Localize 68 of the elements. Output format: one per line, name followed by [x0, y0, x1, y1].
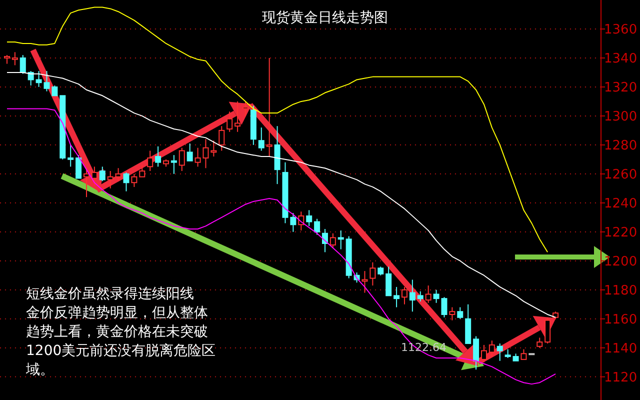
candlestick [449, 306, 456, 321]
candlestick [115, 168, 122, 182]
candlestick [480, 344, 487, 363]
candlestick [83, 168, 90, 198]
y-tick-label: 1220 [604, 225, 638, 240]
annotation: 域。 [25, 362, 54, 378]
candlestick [362, 270, 368, 294]
candlestick [226, 111, 233, 132]
candlestick [99, 166, 106, 182]
y-tick-label: 1280 [604, 138, 638, 154]
candlestick [330, 232, 336, 248]
annotation: 趋势上看，黄金价格在未突破 [26, 324, 208, 340]
candlestick [147, 150, 154, 172]
y-tick-label: 1320 [604, 80, 638, 96]
candlestick [258, 127, 264, 152]
candlestick [409, 279, 416, 312]
candlestick [155, 146, 162, 168]
candlestick [52, 85, 58, 96]
candlestick [520, 348, 527, 360]
candlestick [91, 166, 98, 186]
y-tick-label: 1300 [604, 109, 638, 124]
candlestick [139, 164, 146, 178]
candlestick [242, 100, 248, 116]
candlestick [425, 285, 432, 304]
candlestick [338, 230, 344, 250]
y-tick-label: 1260 [604, 167, 638, 182]
candlestick [170, 154, 177, 174]
candlestick [210, 140, 217, 158]
candlestick [68, 144, 74, 168]
candlestick [544, 316, 551, 344]
y-tick-label: 1120 [604, 370, 638, 386]
y-tick-label: 1160 [604, 312, 638, 328]
line-series [6, 108, 556, 385]
y-tick-label: 1360 [604, 22, 638, 38]
annotation: 短线金价虽然录得连续阳线 [26, 286, 194, 302]
annotation: 金价反弹趋势明显，但从整体 [26, 305, 208, 321]
candlestick [20, 54, 26, 74]
candlestick [401, 286, 408, 305]
candlestick [107, 170, 114, 189]
y-tick-label: 1140 [604, 341, 638, 356]
candlestick [290, 212, 296, 232]
candlestick [76, 154, 82, 179]
y-tick-label: 1340 [604, 52, 638, 67]
candlestick [178, 147, 185, 172]
candlestick [234, 100, 241, 132]
y-tick-label: 1240 [604, 196, 638, 212]
candlestick [496, 342, 503, 362]
candlestick [457, 306, 464, 320]
candlestick [186, 142, 193, 162]
candlestick [123, 172, 130, 192]
candlestick [536, 337, 543, 348]
line-series [6, 6, 548, 253]
annotation: 1200美元前还没有脱离危险区 [26, 343, 216, 359]
candlestick [394, 286, 400, 308]
candlestick [306, 210, 312, 227]
candlestick [386, 266, 392, 296]
candlestick [131, 173, 138, 188]
candlestick [370, 262, 376, 286]
y-tick-label: 1200 [604, 254, 638, 270]
candlestick [314, 218, 320, 236]
candlestick [417, 290, 424, 302]
candlestick [488, 340, 495, 358]
candlestick [12, 52, 18, 66]
candlestick [266, 57, 272, 158]
candlestick [218, 126, 225, 152]
y-tick-label: 1180 [604, 283, 638, 298]
candlestick [473, 336, 480, 370]
text: 现货黄金日线走势图 [262, 10, 388, 26]
